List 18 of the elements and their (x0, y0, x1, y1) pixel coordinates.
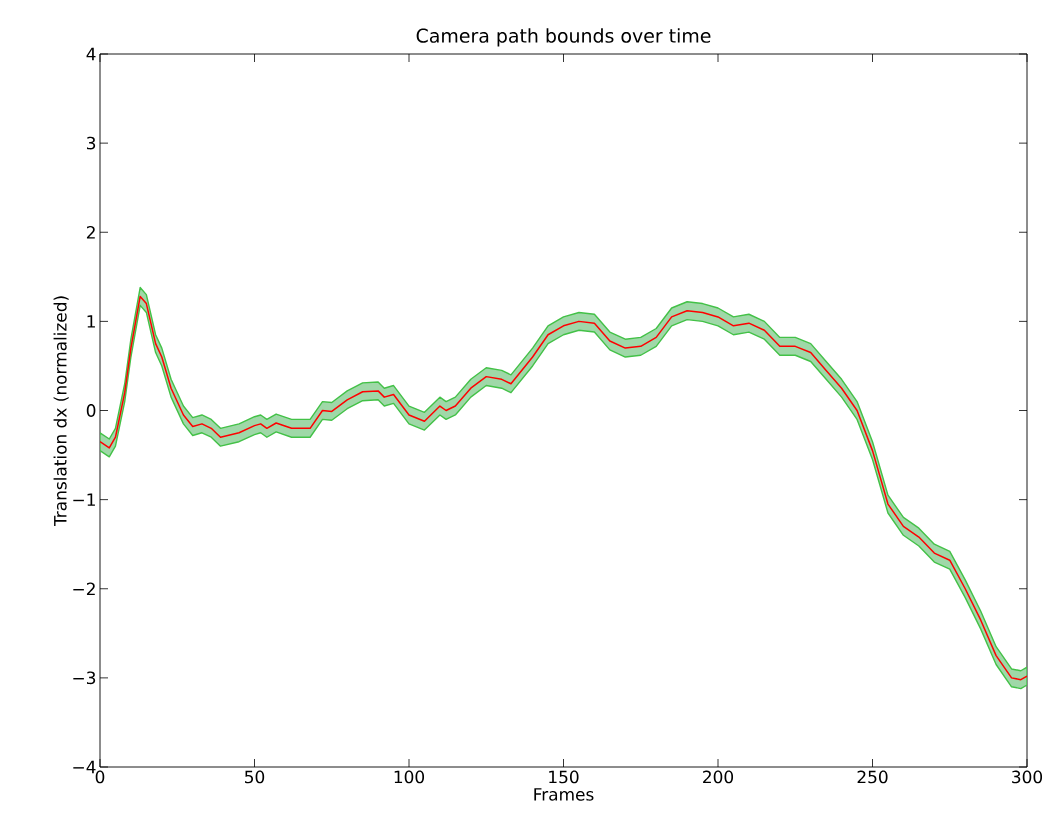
x-tick-label: 100 (394, 770, 425, 784)
x-tick-label: 300 (1012, 770, 1043, 784)
x-tick-label: 50 (245, 770, 265, 784)
y-tick-label: −4 (73, 760, 96, 774)
x-tick-label: 250 (857, 770, 888, 784)
y-tick-label: 3 (87, 136, 96, 150)
x-axis-title: Frames (534, 788, 594, 801)
chart-title: Camera path bounds over time (416, 28, 711, 47)
y-tick-label: −2 (73, 582, 95, 596)
y-axis-title: Translation dx (normalized) (53, 296, 69, 527)
x-tick-label: 200 (703, 770, 734, 784)
y-tick-label: 4 (86, 47, 96, 61)
y-tick-label: −3 (73, 671, 96, 685)
x-tick-label: 150 (549, 770, 579, 784)
y-tick-label: 1 (87, 315, 95, 328)
y-tick-label: 2 (86, 225, 95, 239)
y-tick-label: 0 (86, 404, 96, 417)
y-tick-label: −1 (73, 493, 95, 506)
